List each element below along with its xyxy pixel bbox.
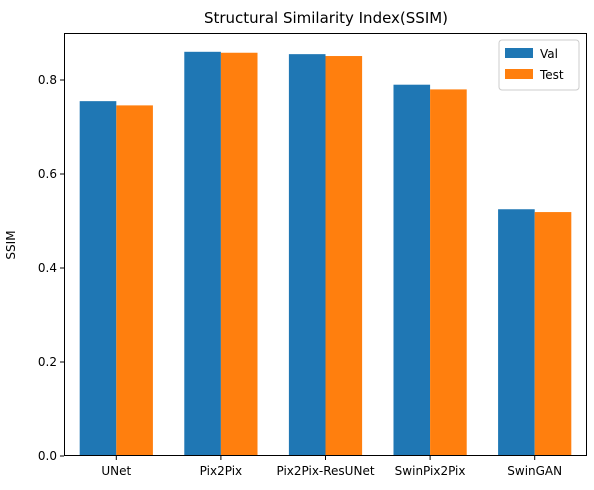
chart-title: Structural Similarity Index(SSIM) — [204, 9, 448, 27]
x-tick-label: SwinGAN — [507, 464, 562, 478]
bar-test-unet — [116, 105, 153, 456]
y-tick-label: 0.6 — [38, 167, 57, 181]
bar-test-pix2pix-resunet — [325, 56, 363, 456]
bar-test-swingan — [534, 212, 572, 456]
bar-val-pix2pix-resunet — [288, 54, 326, 457]
legend-label-val: Val — [540, 47, 558, 61]
bar-val-swinpix2pix — [393, 84, 431, 456]
x-axis-ticks: UNet Pix2Pix Pix2Pix-ResUNet SwinPix2Pix Swi… — [101, 456, 562, 478]
plot-frame — [64, 33, 587, 456]
y-tick-label: 0.2 — [38, 355, 57, 369]
bar-test-pix2pix — [220, 52, 258, 457]
bar-val-unet — [79, 101, 117, 457]
legend-label-test: Test — [539, 68, 564, 82]
y-tick-label: 0.0 — [38, 449, 57, 463]
bar-test-swinpix2pix — [430, 89, 467, 457]
y-axis-label: SSIM — [4, 230, 18, 259]
x-tick-label: Pix2Pix — [200, 464, 242, 478]
y-tick-label: 0.4 — [38, 261, 57, 275]
legend-box — [498, 39, 580, 91]
y-axis-ticks: 0.0 0.2 0.4 0.6 0.8 — [38, 73, 64, 463]
y-tick-label: 0.8 — [38, 73, 57, 87]
x-tick-label: Pix2Pix-ResUNet — [276, 464, 374, 478]
bar-val-pix2pix — [184, 51, 221, 457]
legend: Val Test — [498, 39, 580, 91]
bars-group — [79, 51, 572, 457]
x-tick-label: SwinPix2Pix — [395, 464, 466, 478]
legend-swatch-val — [505, 48, 533, 58]
x-tick-label: UNet — [101, 464, 131, 478]
bar-val-swingan — [498, 209, 535, 456]
legend-swatch-test — [505, 69, 533, 79]
